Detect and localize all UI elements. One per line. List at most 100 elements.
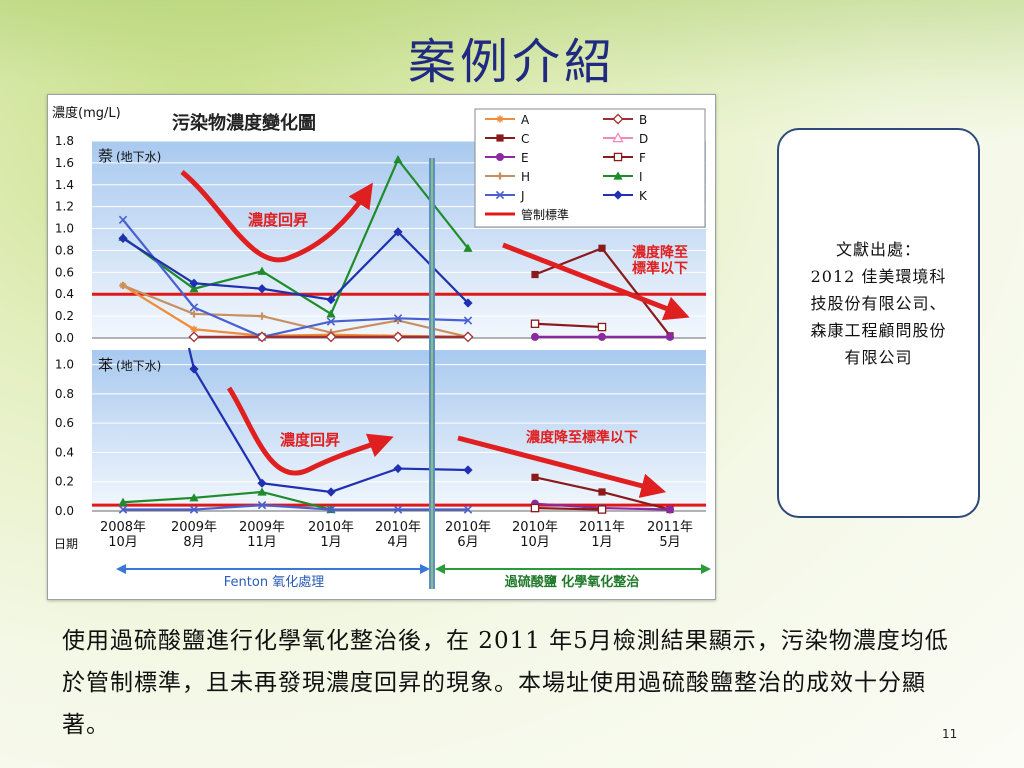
point-E (598, 332, 606, 341)
x-tick-label: 2010年 6月 (445, 520, 491, 550)
legend-label-K: K (639, 189, 648, 203)
legend-marker-D (612, 132, 624, 143)
x-tick-label: 2010年 10月 (512, 520, 558, 550)
y-tick-label: 0.0 (55, 504, 74, 518)
legend-box (474, 108, 706, 228)
point-I (257, 487, 267, 496)
y-tick-label: 0.6 (55, 416, 74, 430)
y-tick-label: 0.0 (55, 331, 74, 345)
panel-label: 萘 (98, 147, 113, 165)
annotation-arrow-rise (180, 170, 373, 263)
point-E (531, 332, 539, 341)
point-K (393, 227, 403, 237)
point-F (597, 505, 607, 514)
x-tick-label: 2010年 1月 (308, 520, 354, 550)
point-J (189, 303, 199, 312)
point-J (257, 500, 267, 510)
legend-marker-C (496, 134, 504, 142)
chart-title: 污染物濃度變化圖 (172, 112, 316, 134)
point-I (189, 493, 199, 502)
series-line-H (122, 284, 469, 338)
point-A (190, 325, 198, 333)
y-tick-label: 1.0 (55, 222, 74, 236)
point-I (189, 284, 199, 293)
phase-arrowhead (116, 564, 126, 574)
annotation-arrow-decline (502, 242, 690, 321)
point-F (530, 319, 540, 329)
point-K (257, 284, 267, 294)
series-line-J (123, 504, 468, 511)
y-tick-label: 0.8 (55, 243, 74, 257)
point-C (598, 488, 606, 496)
point-K (463, 465, 473, 475)
point-K (463, 298, 473, 308)
point-C (598, 244, 606, 252)
legend-label-standard: 管制標準 (521, 207, 569, 222)
legend-label-B: B (639, 113, 647, 127)
legend-marker-B (612, 113, 624, 125)
legend-marker-K (613, 190, 623, 200)
y-tick-label: 1.6 (55, 156, 74, 170)
y-tick-label: 1.8 (55, 134, 74, 148)
page-number: 11 (942, 727, 958, 741)
phase-divider-inner (431, 158, 433, 589)
point-J (118, 215, 128, 224)
panel-background (92, 350, 706, 511)
point-K (393, 463, 403, 474)
point-J (326, 505, 336, 514)
annotation-rise-label-2: 濃度回昇 (280, 431, 340, 449)
y-tick-label: 0.2 (55, 309, 74, 323)
point-F (530, 503, 540, 513)
y-tick-label: 0.2 (55, 475, 74, 489)
x-tick-label: 2009年 11月 (239, 520, 285, 550)
reference-text: 文獻出處： 2012 佳美環境科技股份有限公司、森康工程顧問股份有限公司 (810, 239, 947, 367)
chart-svg: 濃度(mg/L) 污染物濃度變化圖 1.8 1.6 1.4 1.2 1.0 0.8 0.6 0.4… (52, 105, 711, 590)
point-K (257, 478, 267, 488)
legend-marker-A (496, 115, 504, 123)
legend-label-J: J (520, 189, 525, 203)
legend-label-I: I (639, 170, 643, 184)
annotation-decline-label-2: 濃度降至標準以下 (526, 429, 638, 446)
phase-arrowhead (420, 564, 430, 574)
legend-label-C: C (521, 132, 529, 146)
legend-marker-J (495, 190, 505, 200)
point-C (531, 473, 539, 481)
legend-label-D: D (639, 132, 648, 146)
point-H (258, 312, 266, 320)
point-E (666, 505, 674, 514)
y-axis-title: 濃度(mg/L) (52, 105, 121, 121)
x-tick-label: 2008年 10月 (100, 520, 146, 550)
phase-label-persulfate: 過硫酸鹽 化學氧化整治 (504, 574, 640, 590)
panel-label: 苯 (98, 356, 113, 374)
point-I (118, 497, 128, 506)
slide-title: 案例介紹 (407, 34, 616, 90)
annotation-arrow-decline-2 (457, 435, 667, 498)
point-J (463, 316, 473, 325)
series-line-F (534, 322, 603, 329)
legend-label-A: A (521, 113, 530, 127)
point-B (256, 331, 268, 343)
point-I (326, 309, 336, 318)
panel-sublabel: (地下水) (116, 150, 161, 164)
x-tick-label: 2009年 8月 (171, 520, 217, 550)
point-K (326, 295, 336, 305)
point-C (531, 270, 539, 279)
point-B (392, 331, 404, 343)
x-tick-label: 2010年 4月 (375, 520, 421, 550)
y-tick-label: 0.8 (55, 387, 74, 401)
y-tick-label: 0.6 (55, 265, 74, 279)
reference-box: 文獻出處： 2012 佳美環境科技股份有限公司、森康工程顧問股份有限公司 (777, 128, 980, 518)
point-B (188, 331, 200, 343)
x-tick-label: 2011年 5月 (647, 520, 693, 550)
point-B (462, 331, 474, 343)
point-J (189, 505, 199, 514)
legend-label-F: F (639, 151, 646, 165)
series-line-F (534, 506, 603, 511)
panel-sublabel: (地下水) (116, 359, 161, 373)
point-E (666, 332, 674, 341)
annotation-arrow-rise-2 (226, 386, 394, 476)
legend-marker-F (613, 152, 623, 162)
point-K (118, 233, 128, 244)
point-F (597, 322, 607, 332)
point-I (463, 243, 473, 252)
